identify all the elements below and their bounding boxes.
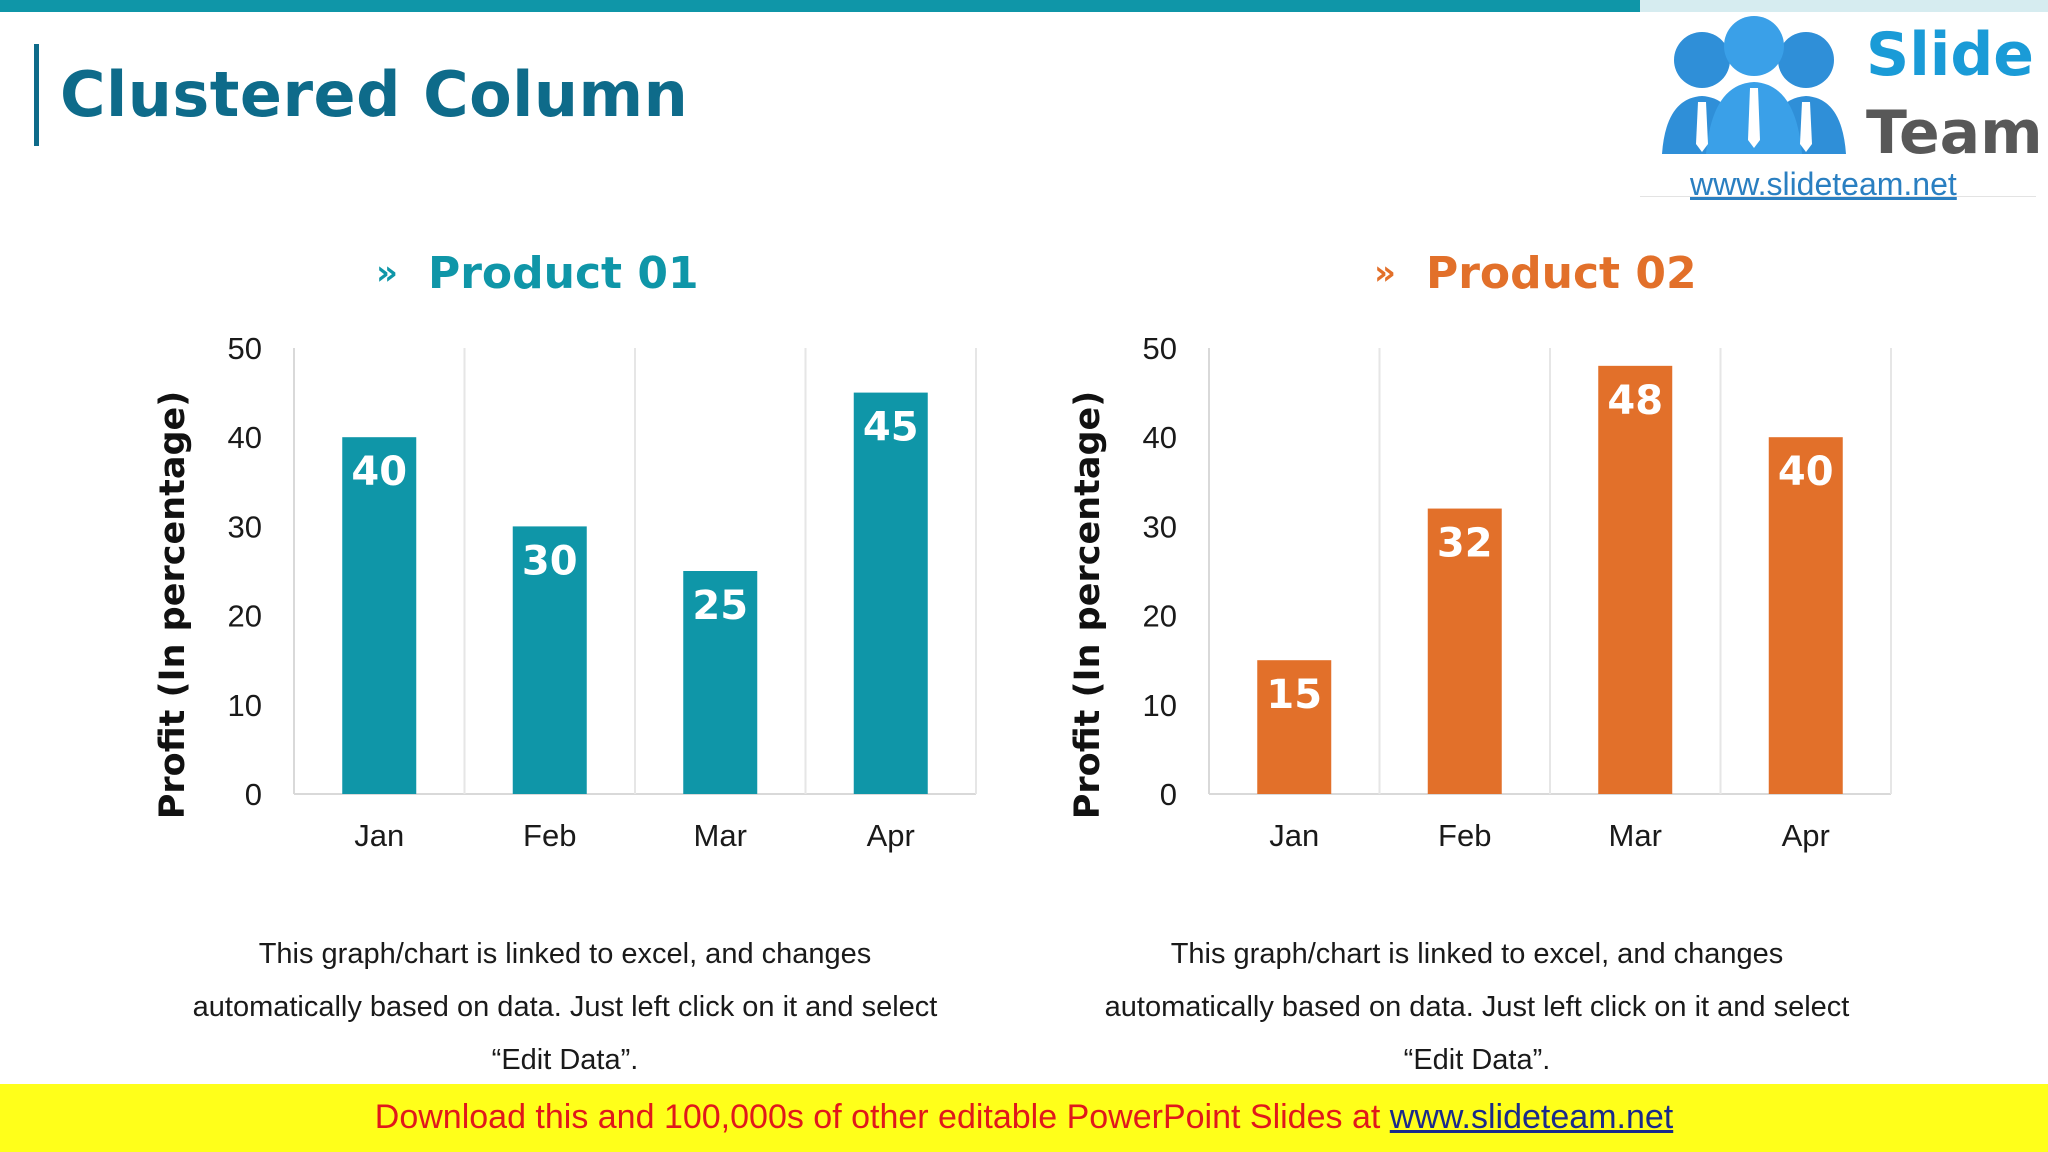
data-label: 25 (692, 583, 748, 629)
data-label: 45 (863, 405, 919, 451)
y-tick-label: 30 (1143, 509, 1177, 544)
note-line: This graph/chart is linked to excel, and… (258, 938, 872, 970)
bar (1427, 508, 1502, 794)
y-tick-label: 10 (1143, 688, 1177, 723)
chart-product-01[interactable]: 0 10 20 30 40 50 Profit (In percentage) 40 Jan 30… (140, 320, 1000, 870)
top-accent-bar-light (1640, 0, 2048, 12)
x-tick-label: Jan (1269, 818, 1319, 853)
data-label: 32 (1437, 521, 1493, 567)
data-label: 30 (522, 538, 578, 584)
y-tick-label: 50 (1143, 331, 1177, 366)
title-rule (34, 44, 39, 146)
logo-name-team: Team (1866, 98, 2043, 168)
bar (683, 571, 758, 794)
chart-title: Product 01 (427, 248, 699, 299)
note-line: “Edit Data”. (1403, 1044, 1551, 1076)
data-label: 40 (351, 449, 407, 495)
note-line: “Edit Data”. (491, 1044, 639, 1076)
data-label: 15 (1266, 672, 1322, 718)
data-label: 48 (1607, 378, 1663, 424)
logo-name-slide: Slide (1866, 20, 2034, 90)
y-tick-label: 10 (228, 688, 262, 723)
x-tick-label: Apr (1782, 818, 1830, 853)
x-tick-label: Jan (354, 818, 404, 853)
y-tick-label: 0 (245, 777, 262, 812)
y-tick-label: 30 (228, 509, 262, 544)
download-banner: Download this and 100,000s of other edit… (0, 1084, 2048, 1152)
download-banner-text: Download this and 100,000s of other edit… (0, 1098, 2048, 1137)
top-accent-bar (0, 0, 1640, 12)
chart-note-product-02: This graph/chart is linked to excel, and… (1082, 928, 1872, 1087)
note-line: automatically based on data. Just left c… (1104, 991, 1850, 1023)
chevron-right-icon: » (1374, 253, 1396, 293)
page-title: Clustered Column (60, 58, 689, 131)
bar (1257, 660, 1332, 794)
y-tick-label: 0 (1160, 777, 1177, 812)
y-tick-label: 20 (1143, 599, 1177, 634)
chart-note-product-01: This graph/chart is linked to excel, and… (170, 928, 960, 1087)
slideteam-logo[interactable]: Slide Team www.slideteam.net (1640, 12, 2043, 202)
x-tick-label: Feb (523, 818, 576, 853)
x-tick-label: Feb (1438, 818, 1491, 853)
bar (1768, 437, 1843, 794)
bar (853, 392, 928, 794)
bar (342, 437, 417, 794)
x-tick-label: Mar (694, 818, 747, 853)
chart-title: Product 02 (1425, 248, 1697, 299)
logo-url-link[interactable]: www.slideteam.net (1690, 166, 1957, 202)
chart-heading-product-01: » Product 01 (376, 248, 699, 299)
y-tick-label: 50 (228, 331, 262, 366)
y-tick-label: 40 (1143, 420, 1177, 455)
chevron-right-icon: » (376, 253, 398, 293)
y-axis-label: Profit (In percentage) (153, 391, 193, 820)
bar (512, 526, 587, 794)
people-icon (1662, 16, 1846, 154)
download-banner-link[interactable]: www.slideteam.net (1389, 1098, 1674, 1136)
x-tick-label: Apr (867, 818, 915, 853)
chart-heading-product-02: » Product 02 (1374, 248, 1697, 299)
data-label: 40 (1778, 449, 1834, 495)
x-tick-label: Mar (1609, 818, 1662, 853)
download-banner-message: Download this and 100,000s of other edit… (374, 1098, 1390, 1136)
bar (1598, 365, 1673, 794)
chart-product-02[interactable]: 0 10 20 30 40 50 Profit (In percentage) 15 Jan 32… (1055, 320, 1915, 870)
y-tick-label: 20 (228, 599, 262, 634)
note-line: automatically based on data. Just left c… (192, 991, 938, 1023)
y-axis-label: Profit (In percentage) (1068, 391, 1108, 820)
y-tick-label: 40 (228, 420, 262, 455)
note-line: This graph/chart is linked to excel, and… (1170, 938, 1784, 970)
